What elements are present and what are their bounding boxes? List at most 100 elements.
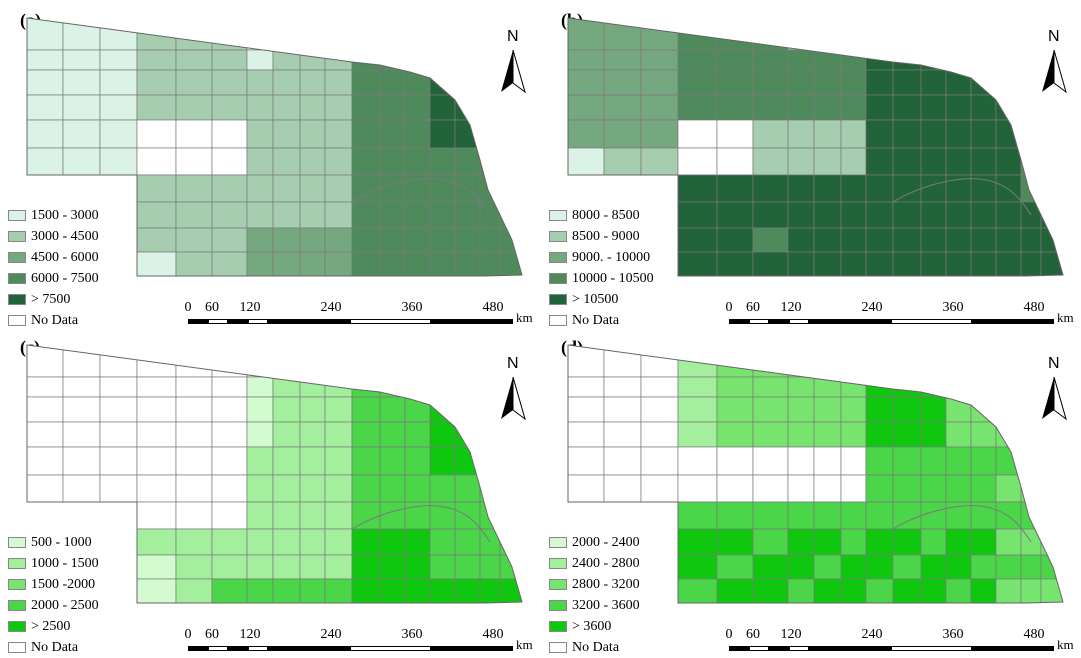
county-cell [840, 474, 867, 503]
county-cell [787, 251, 815, 276]
county-cell [716, 94, 754, 121]
county-cell [787, 501, 815, 530]
county-cell [640, 501, 679, 530]
north-label: N [507, 28, 519, 45]
county-cell [840, 119, 867, 149]
county-cell [175, 554, 213, 580]
county-cell [568, 119, 605, 149]
county-cell [499, 578, 522, 603]
county-cell [246, 578, 274, 603]
county-cell [716, 147, 754, 176]
legend-label: 2000 - 2400 [572, 534, 640, 550]
scale-tick-label: 480 [1023, 300, 1045, 315]
county-cell [813, 554, 842, 580]
county-cell [752, 49, 789, 71]
legend-swatch [549, 231, 567, 242]
county-cell [27, 474, 64, 503]
county-cell [945, 376, 972, 398]
county-cell [970, 201, 997, 229]
county-cell [299, 446, 326, 476]
county-cell [995, 147, 1022, 176]
legend-swatch [549, 600, 567, 611]
county-cell [920, 201, 947, 229]
county-cell [640, 446, 679, 476]
county-cell [499, 119, 522, 149]
county-cell [865, 345, 894, 378]
legend-label: 1500 - 3000 [31, 207, 99, 223]
county-cell [640, 376, 679, 398]
county-cell [892, 227, 922, 253]
county-cell [27, 147, 64, 176]
county-cell [840, 396, 867, 423]
county-cell [454, 345, 481, 378]
scale-segment [729, 319, 749, 324]
scale-tick-label: 480 [482, 300, 504, 315]
scale-tick-label: 480 [482, 627, 504, 642]
county-cell [865, 421, 894, 448]
legend-swatch [8, 621, 26, 632]
county-cell [246, 69, 274, 96]
county-cell [246, 147, 274, 176]
legend: 8000 - 8500 8500 - 9000 9000. - 10000 10000… [549, 205, 654, 331]
county-cell [175, 119, 213, 149]
county-cell [211, 501, 248, 530]
county-cell [454, 69, 481, 96]
county-cell [379, 501, 406, 530]
county-cell [299, 94, 326, 121]
county-cell [568, 69, 605, 96]
legend-item: 2800 - 3200 [549, 574, 640, 595]
county-cell [99, 49, 138, 71]
county-cell [752, 421, 789, 448]
county-cell [813, 578, 842, 603]
legend-swatch [549, 621, 567, 632]
county-cell [892, 376, 922, 398]
county-cell [404, 446, 431, 476]
county-cell [640, 396, 679, 423]
county-cell [945, 578, 972, 603]
legend: 1500 - 3000 3000 - 4500 4500 - 6000 6000 - … [8, 205, 99, 331]
county-cell [1020, 69, 1042, 96]
county-cell [429, 147, 456, 176]
county-cell [379, 201, 406, 229]
legend-label: 1500 -2000 [31, 576, 96, 592]
county-cell [175, 446, 213, 476]
scale-segment [891, 319, 972, 324]
legend-swatch [549, 642, 567, 653]
county-cell [175, 201, 213, 229]
county-cell [479, 251, 501, 276]
legend-label: 8500 - 9000 [572, 228, 640, 244]
county-cell [246, 446, 274, 476]
county-cell [813, 201, 842, 229]
county-cell [603, 69, 642, 96]
county-cell [840, 251, 867, 276]
county-cell [99, 528, 138, 556]
county-cell [945, 227, 972, 253]
county-cell [479, 578, 501, 603]
scale-segment [749, 646, 769, 651]
county-cell [1040, 474, 1063, 503]
county-cell [892, 201, 922, 229]
county-cell [351, 174, 381, 203]
county-cell [136, 376, 177, 398]
county-cell [603, 501, 642, 530]
county-cell [379, 119, 406, 149]
scale-segment [891, 646, 972, 651]
county-cell [175, 94, 213, 121]
county-cell [175, 421, 213, 448]
county-cell [752, 174, 789, 203]
county-cell [99, 421, 138, 448]
county-cell [752, 69, 789, 96]
county-cell [429, 421, 456, 448]
county-cell [677, 147, 718, 176]
county-cell [920, 69, 947, 96]
county-cell [970, 345, 997, 378]
county-cell [351, 421, 381, 448]
legend-label: 6000 - 7500 [31, 270, 99, 286]
county-cell [892, 94, 922, 121]
county-cell [136, 119, 177, 149]
scale-segment [350, 646, 431, 651]
county-cell [211, 227, 248, 253]
county-cell [840, 94, 867, 121]
legend: 500 - 1000 1000 - 1500 1500 -2000 2000 - 25… [8, 532, 99, 658]
scale-segment [972, 319, 1054, 324]
